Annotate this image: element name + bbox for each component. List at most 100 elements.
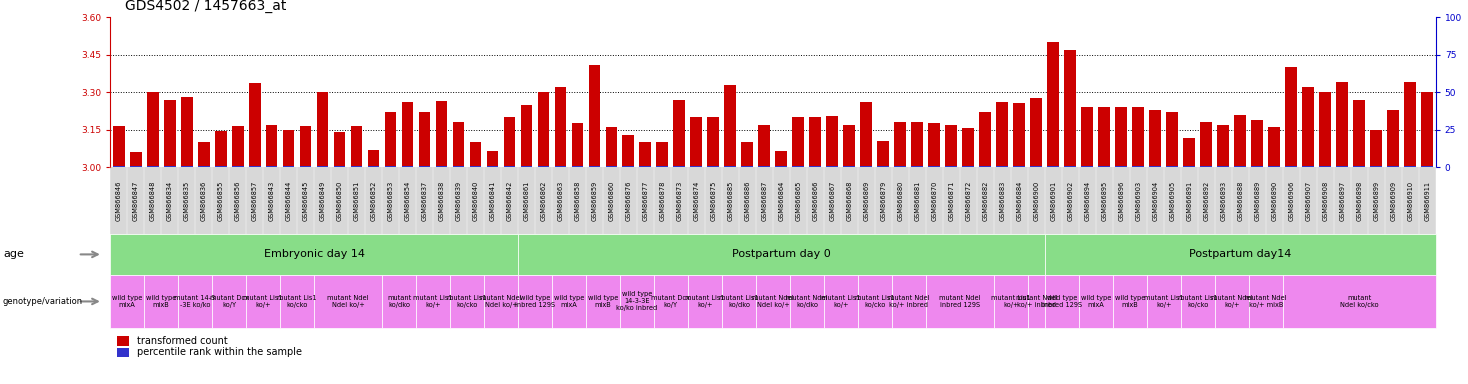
- Bar: [1302, 87, 1314, 167]
- Text: GSM866888: GSM866888: [1238, 180, 1243, 221]
- Bar: [860, 102, 872, 167]
- Text: GSM866905: GSM866905: [1170, 180, 1176, 221]
- Text: GSM866844: GSM866844: [286, 180, 292, 221]
- Text: mutant Lis1
ko/+: mutant Lis1 ko/+: [686, 295, 725, 308]
- Bar: [1047, 166, 1060, 167]
- Bar: [385, 166, 396, 167]
- Text: GSM866895: GSM866895: [1101, 180, 1107, 221]
- Bar: [912, 122, 923, 167]
- Bar: [605, 166, 618, 167]
- Text: GSM866872: GSM866872: [966, 180, 972, 221]
- Bar: [656, 166, 668, 167]
- Bar: [945, 166, 957, 167]
- Bar: [844, 125, 856, 167]
- Bar: [232, 126, 244, 167]
- Text: GSM866843: GSM866843: [269, 180, 275, 221]
- Bar: [248, 166, 260, 167]
- Bar: [129, 166, 141, 167]
- Bar: [299, 166, 311, 167]
- Bar: [775, 166, 787, 167]
- Bar: [537, 166, 549, 167]
- Text: mutant Ndel
Ndel ko/+: mutant Ndel Ndel ko/+: [480, 295, 521, 308]
- Text: GSM866838: GSM866838: [439, 180, 445, 221]
- Bar: [1336, 166, 1348, 167]
- Bar: [266, 125, 277, 167]
- Bar: [232, 166, 244, 167]
- Text: GSM866898: GSM866898: [1356, 180, 1362, 221]
- Bar: [266, 166, 277, 167]
- Bar: [708, 117, 719, 167]
- Bar: [317, 92, 329, 167]
- Bar: [605, 127, 618, 167]
- Text: wild type
mixB: wild type mixB: [587, 295, 618, 308]
- Bar: [214, 166, 226, 167]
- Text: GSM866886: GSM866886: [744, 180, 750, 221]
- Text: Postpartum day14: Postpartum day14: [1189, 249, 1292, 260]
- Bar: [129, 152, 141, 167]
- Bar: [163, 166, 176, 167]
- Bar: [1370, 130, 1383, 167]
- Text: GSM866854: GSM866854: [405, 180, 411, 221]
- Text: GSM866852: GSM866852: [370, 180, 376, 221]
- Bar: [436, 101, 448, 167]
- Bar: [589, 166, 600, 167]
- Text: GSM866900: GSM866900: [1033, 180, 1039, 221]
- Bar: [826, 116, 838, 167]
- Text: mutant 14-3
-3E ko/ko: mutant 14-3 -3E ko/ko: [175, 295, 216, 308]
- Bar: [1235, 166, 1246, 167]
- Text: Embryonic day 14: Embryonic day 14: [264, 249, 364, 260]
- Text: mutant Lis1
ko/cko: mutant Lis1 ko/cko: [856, 295, 894, 308]
- Bar: [1201, 122, 1213, 167]
- Bar: [351, 126, 363, 167]
- Text: GSM866845: GSM866845: [302, 180, 308, 221]
- Bar: [367, 166, 379, 167]
- Text: GSM866911: GSM866911: [1424, 180, 1430, 221]
- Bar: [470, 142, 482, 167]
- Bar: [248, 83, 260, 167]
- Bar: [198, 166, 210, 167]
- Bar: [809, 117, 821, 167]
- Bar: [1268, 166, 1280, 167]
- Text: mutant Lis1
ko/+: mutant Lis1 ko/+: [821, 295, 860, 308]
- Bar: [826, 166, 838, 167]
- Bar: [452, 122, 464, 167]
- Bar: [1167, 112, 1179, 167]
- Bar: [571, 123, 583, 167]
- Text: GSM866885: GSM866885: [728, 180, 734, 221]
- Text: GSM866837: GSM866837: [421, 180, 427, 221]
- Text: GSM866879: GSM866879: [881, 180, 887, 221]
- Text: GSM866880: GSM866880: [897, 180, 903, 221]
- Text: mutant
ko/dko: mutant ko/dko: [388, 295, 411, 308]
- Text: GSM866867: GSM866867: [829, 180, 835, 221]
- Bar: [741, 142, 753, 167]
- Text: mutant Ndel
inbred 129S: mutant Ndel inbred 129S: [940, 295, 981, 308]
- Bar: [674, 100, 686, 167]
- Bar: [1353, 100, 1365, 167]
- Bar: [1201, 166, 1213, 167]
- Bar: [163, 100, 176, 167]
- Text: mutant Ndel
Ndel ko/+: mutant Ndel Ndel ko/+: [752, 295, 794, 308]
- Text: GSM866897: GSM866897: [1339, 180, 1345, 221]
- Text: GSM866902: GSM866902: [1067, 180, 1073, 221]
- Text: GSM866858: GSM866858: [574, 180, 580, 221]
- Bar: [622, 135, 634, 167]
- Bar: [333, 166, 345, 167]
- Bar: [1082, 166, 1094, 167]
- Bar: [1132, 166, 1144, 167]
- Bar: [147, 92, 159, 167]
- Text: GSM866840: GSM866840: [473, 180, 479, 221]
- Bar: [912, 166, 923, 167]
- Bar: [1353, 166, 1365, 167]
- Bar: [521, 105, 533, 167]
- Bar: [1149, 166, 1161, 167]
- Bar: [1064, 50, 1076, 167]
- Bar: [214, 131, 226, 167]
- Text: age: age: [3, 249, 23, 260]
- Bar: [674, 166, 686, 167]
- Text: GSM866859: GSM866859: [592, 180, 597, 221]
- Text: GSM866877: GSM866877: [643, 180, 649, 221]
- Text: mutant Lis1
ko/cko: mutant Lis1 ko/cko: [448, 295, 487, 308]
- Text: GSM866874: GSM866874: [693, 180, 699, 221]
- Bar: [979, 112, 991, 167]
- Bar: [1098, 166, 1110, 167]
